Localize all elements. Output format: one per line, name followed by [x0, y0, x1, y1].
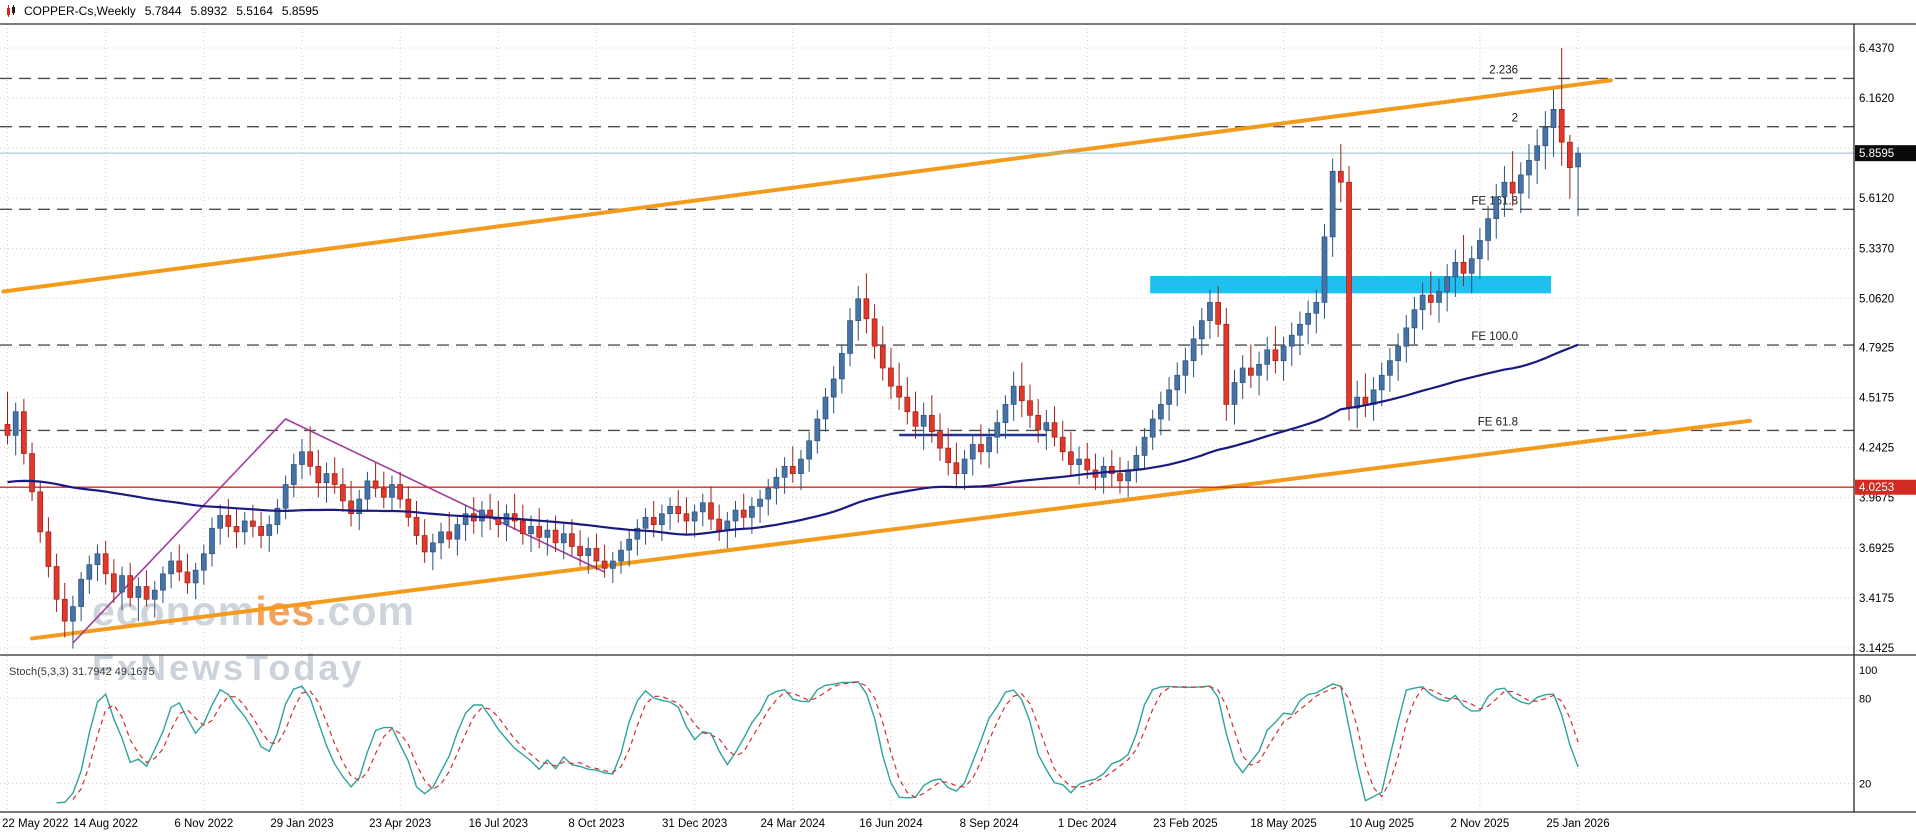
price-axis-label: 3.4175 — [1859, 593, 1894, 605]
date-axis[interactable]: 22 May 2022 14 Aug 2022 6 Nov 2022 29 Jan 2… — [2, 818, 1610, 830]
symbol-timeframe-label: COPPER-Cs,Weekly — [24, 4, 136, 18]
date-axis-label: 10 Aug 2025 — [1349, 818, 1414, 830]
price-axis-label: 5.3370 — [1859, 243, 1894, 255]
candles — [4, 48, 1581, 649]
lower-channel — [30, 418, 1752, 641]
stoch-scale-label: 20 — [1859, 779, 1871, 791]
date-axis-label: 6 Nov 2022 — [174, 818, 233, 830]
date-axis-label: 8 Oct 2023 — [568, 818, 624, 830]
date-axis-label: 24 Mar 2024 — [760, 818, 825, 830]
stoch-scale-label: 100 — [1859, 665, 1877, 677]
date-axis-label: 2 Nov 2025 — [1450, 818, 1509, 830]
stochastic-indicator-label: Stoch(5,3,3) 31.7942 49.1675 — [9, 666, 155, 678]
current-price-tag — [1855, 145, 1916, 162]
price-axis-label: 3.1425 — [1859, 643, 1894, 655]
symbol-icon — [7, 5, 15, 17]
price-axis-label: 5.6120 — [1859, 193, 1894, 205]
svg-text:4.0253: 4.0253 — [1859, 482, 1894, 494]
svg-text:5.8595: 5.8595 — [1859, 148, 1894, 160]
date-axis-label: 31 Dec 2023 — [662, 818, 727, 830]
watermark-brand-part2: ies — [255, 588, 316, 634]
fib-level-label: 2 — [1512, 113, 1518, 125]
grid-lines — [0, 24, 1854, 812]
date-axis-label: 22 May 2022 — [2, 818, 69, 830]
trend-channel-lines — [1, 78, 1752, 641]
stochastic-indicator: 100 80 20 — [56, 665, 1877, 804]
fib-level-label: FE 61.8 — [1478, 416, 1518, 428]
panel-borders — [0, 23, 1916, 813]
red-level-tag — [1855, 479, 1916, 495]
price-axis-label: 3.9675 — [1859, 493, 1894, 505]
date-axis-label: 1 Dec 2024 — [1058, 818, 1117, 830]
ohlc-high: 5.8932 — [190, 4, 228, 18]
stoch-scale-label: 80 — [1859, 693, 1871, 705]
date-axis-label: 8 Sep 2024 — [960, 818, 1019, 830]
watermark-brand: economies.com — [92, 588, 415, 634]
price-axis-label: 6.1620 — [1859, 93, 1894, 105]
date-axis-label: 25 Jan 2026 — [1546, 818, 1609, 830]
chart-header: COPPER-Cs,Weekly 5.7844 5.8932 5.5164 5.… — [6, 4, 319, 18]
price-axis-label: 4.7925 — [1859, 342, 1894, 354]
price-axis-label: 6.4370 — [1859, 43, 1894, 55]
watermark-brand-part1: econom — [92, 588, 256, 634]
ohlc-open: 5.7844 — [144, 4, 182, 18]
ohlc-close: 5.8595 — [281, 4, 319, 18]
stoch-k-line — [56, 680, 1579, 804]
price-axis-label: 4.5175 — [1859, 393, 1894, 405]
price-axis[interactable]: 6.4370 6.1620 5.6120 5.3370 5.0620 4.7925 4.51… — [1855, 43, 1916, 655]
ohlc-low: 5.5164 — [236, 4, 273, 18]
price-axis-label: 4.2425 — [1859, 443, 1894, 455]
date-axis-label: 29 Jan 2023 — [270, 818, 333, 830]
moving-average-line — [7, 343, 1579, 536]
date-axis-label: 23 Apr 2023 — [369, 818, 431, 830]
date-axis-label: 18 May 2025 — [1250, 818, 1317, 830]
date-axis-label: 16 Jul 2023 — [469, 818, 528, 830]
date-axis-label: 16 Jun 2024 — [859, 818, 923, 830]
stoch-d-line — [72, 681, 1579, 800]
price-axis-label: 3.6925 — [1859, 543, 1894, 555]
date-axis-label: 14 Aug 2022 — [73, 818, 138, 830]
fib-level-label: FE 100.0 — [1471, 331, 1518, 343]
fib-level-label: 2.236 — [1489, 64, 1518, 76]
upper-channel — [1, 78, 1613, 294]
date-axis-label: 23 Feb 2025 — [1153, 818, 1218, 830]
price-axis-label: 5.0620 — [1859, 293, 1894, 305]
